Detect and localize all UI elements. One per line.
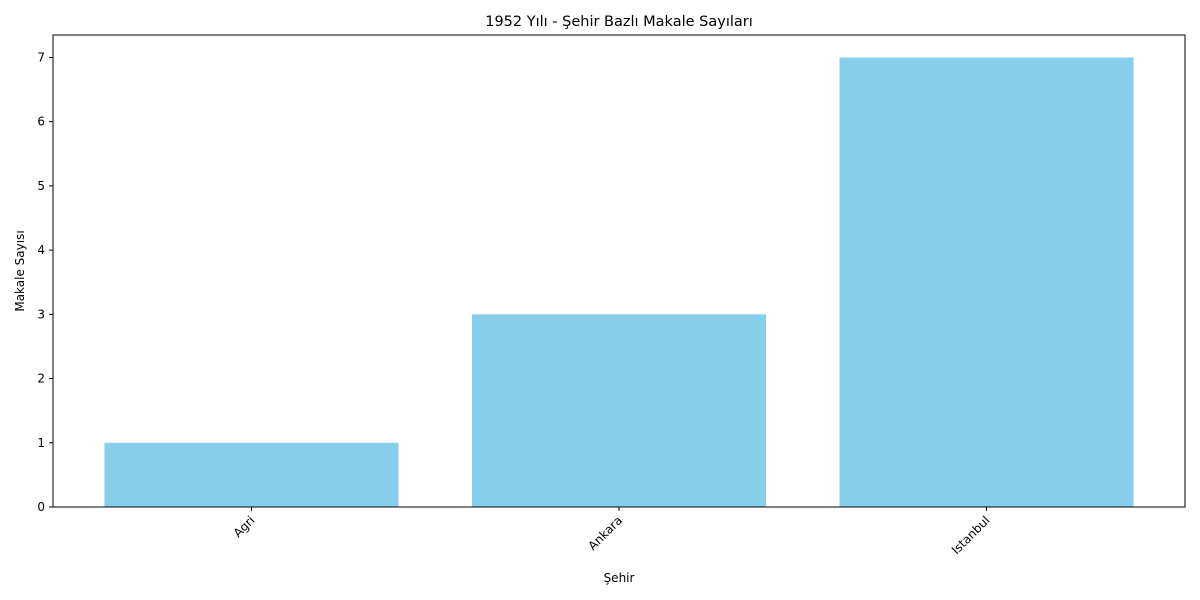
y-tick-label: 5	[37, 179, 45, 193]
x-axis: Agri Ankara Istanbul	[231, 507, 993, 557]
y-tick-label: 0	[37, 500, 45, 514]
y-tick-label: 1	[37, 436, 45, 450]
x-tick-label-ankara: Ankara	[585, 513, 625, 553]
y-tick-label: 6	[37, 115, 45, 129]
y-tick-label: 3	[37, 307, 45, 321]
y-axis: 0 1 2 3 4 5 6 7	[37, 50, 53, 514]
y-axis-label: Makale Sayısı	[13, 230, 27, 311]
bar-agri	[104, 442, 399, 507]
bar-ankara	[471, 314, 767, 507]
plot-frame	[52, 34, 1186, 508]
bar-istanbul	[839, 57, 1134, 507]
y-tick-label: 7	[37, 50, 45, 64]
x-axis-label: Şehir	[604, 571, 635, 585]
bars-group	[104, 57, 1134, 507]
x-tick-label-istanbul: Istanbul	[949, 513, 993, 557]
y-tick-label: 4	[37, 243, 45, 257]
chart-title: 1952 Yılı - Şehir Bazlı Makale Sayıları	[485, 14, 753, 30]
x-tick-label-agri: Agri	[231, 513, 258, 540]
y-tick-label: 2	[37, 372, 45, 386]
